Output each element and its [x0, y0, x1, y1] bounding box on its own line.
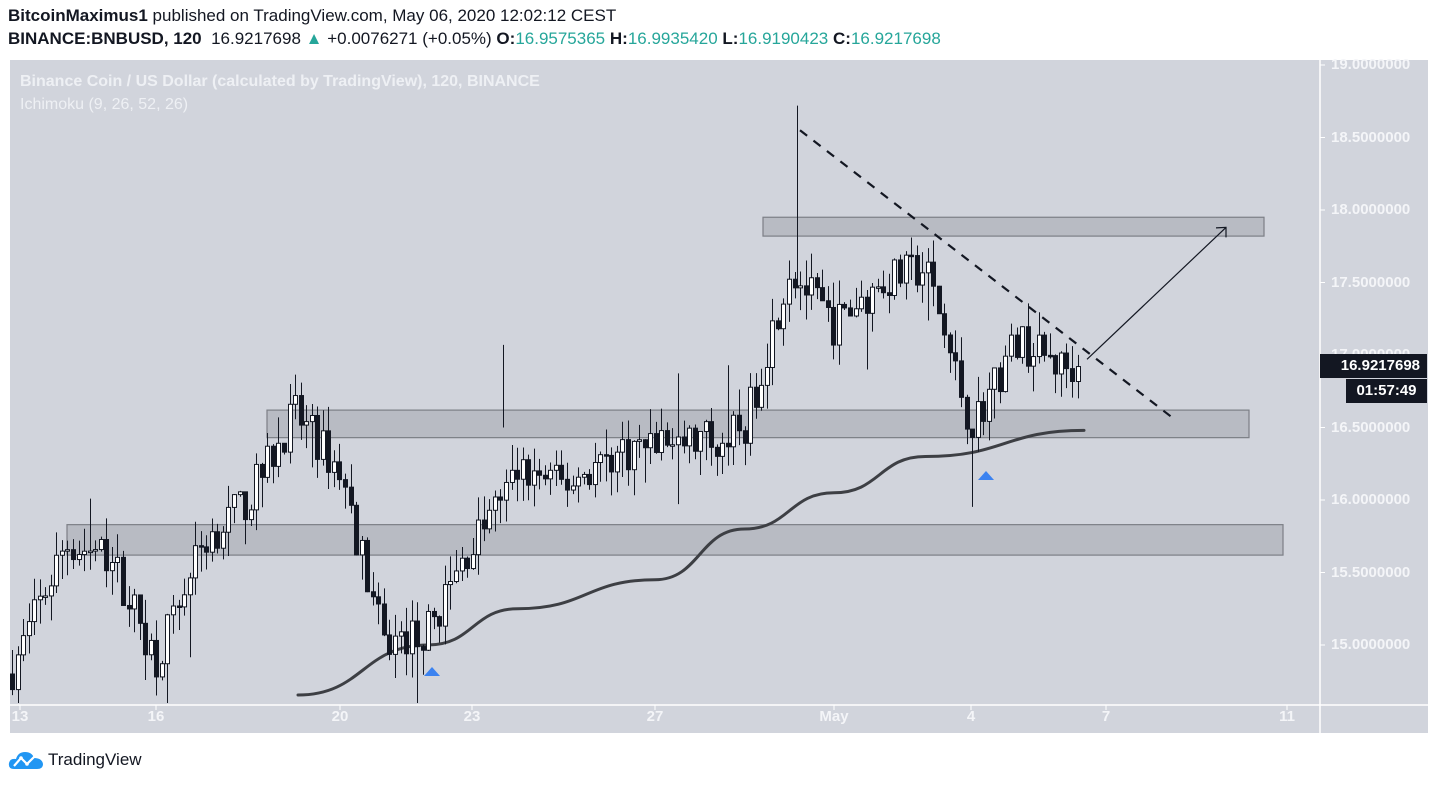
chart-frame[interactable] [10, 60, 1428, 733]
low-value: 16.9190423 [738, 29, 829, 48]
descending-trendline[interactable] [799, 129, 1173, 419]
price-tick-label: 15.5000000 [1331, 563, 1411, 581]
projection-arrow[interactable] [1086, 226, 1227, 360]
published-text: published on TradingView.com, May 06, 20… [152, 6, 617, 25]
triangle-up-icon: ▲ [305, 29, 323, 48]
time-tick-label: May [819, 708, 849, 725]
price-tick-label: 18.0000000 [1331, 201, 1411, 218]
last-value: 16.9217698 [211, 29, 301, 48]
indicator-legend[interactable]: Ichimoku (9, 26, 52, 26) [20, 96, 189, 113]
support-zone[interactable] [66, 524, 1284, 556]
price-tick-label: 15.0000000 [1331, 636, 1411, 653]
triangle-up-marker-icon [424, 667, 440, 676]
symbol-label: BINANCE:BNBUSD, 120 [8, 29, 202, 48]
time-tick-label: 11 [1279, 708, 1295, 725]
support-zone[interactable] [266, 409, 1250, 439]
open-label: O: [496, 29, 516, 48]
time-tick-label: 7 [1101, 708, 1111, 725]
chart-legend-title: Binance Coin / US Dollar (calculated by … [20, 73, 540, 90]
time-tick-label: 4 [966, 708, 976, 725]
bar-countdown: 01:57:49 [1346, 379, 1427, 403]
time-tick-label: 16 [147, 708, 165, 725]
arrow-head-icon [1215, 226, 1227, 238]
tradingview-logo[interactable]: TradingView [8, 749, 142, 771]
time-tick-label: 20 [331, 708, 349, 725]
triangle-up-marker-icon [978, 471, 994, 480]
open-value: 16.9575365 [515, 29, 606, 48]
time-tick-label: 23 [463, 708, 481, 725]
low-label: L: [722, 29, 739, 48]
brand-name: TradingView [48, 750, 142, 769]
price-tick-label: 19.0000000 [1331, 56, 1411, 73]
candlestick-series [10, 105, 1081, 703]
price-tick-label: 18.5000000 [1331, 128, 1411, 146]
price-tick-label: 16.0000000 [1331, 491, 1411, 508]
high-label: H: [609, 29, 628, 48]
time-tick-label: 13 [11, 708, 29, 725]
time-tick-label: 27 [646, 708, 664, 725]
resistance-zone[interactable] [762, 216, 1265, 237]
cloud-logo-icon [8, 752, 43, 769]
change-value: +0.0076271 (+0.05%) [327, 29, 492, 48]
high-value: 16.9935420 [627, 29, 718, 48]
trendline-drawings[interactable] [424, 129, 1227, 676]
last-price-tag: 16.9217698 [1320, 354, 1427, 378]
price-tick-label: 16.5000000 [1331, 418, 1411, 436]
close-value: 16.9217698 [850, 29, 941, 48]
publish-info: BitcoinMaximus1 published on TradingView… [8, 6, 616, 26]
author-name[interactable]: BitcoinMaximus1 [8, 6, 148, 25]
price-tick-label: 17.5000000 [1331, 273, 1411, 291]
moving-average-line [296, 428, 1086, 697]
chart-axes [10, 60, 1428, 733]
symbol-info: BINANCE:BNBUSD, 120 16.9217698 ▲ +0.0076… [8, 29, 941, 49]
support-resistance-zones[interactable] [66, 216, 1284, 556]
close-label: C: [833, 29, 851, 48]
